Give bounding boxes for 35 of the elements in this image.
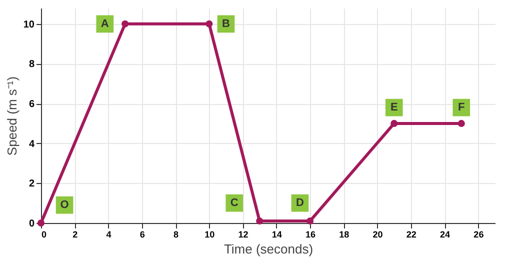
y-tick-label: 2 (28, 178, 35, 190)
point (206, 20, 213, 28)
annotation: D (296, 197, 304, 210)
x-tick-label: 24 (440, 230, 450, 240)
x-tick-label: 4 (106, 230, 112, 240)
point (306, 217, 314, 225)
x-tick-label: 2 (72, 230, 78, 240)
y-tick-label: 0 (28, 218, 35, 230)
y-tick-label: 4 (28, 138, 35, 150)
x-tick-label: 18 (339, 230, 350, 240)
x-tick-label: 6 (140, 230, 145, 240)
x-tick-label: 22 (406, 230, 416, 240)
annotation: O (60, 199, 70, 212)
x-tick-label: 26 (474, 230, 484, 240)
x-tick-label: 0 (42, 230, 47, 240)
x-tick-label: 8 (174, 230, 179, 240)
annotation: C (230, 197, 238, 210)
y-axis-title: Speed (m s⁻¹) (4, 76, 20, 156)
point (458, 120, 465, 127)
annotation: E (390, 102, 398, 114)
annotation: A (100, 18, 109, 30)
point (122, 20, 129, 28)
y-tick-label: 8 (28, 59, 35, 70)
y-tick-label: 10 (23, 19, 35, 30)
annotation: B (222, 18, 230, 30)
x-axis-title: Time (seconds) (224, 242, 314, 256)
x-tick-label: 10 (204, 230, 215, 240)
point (256, 217, 264, 225)
x-tick-label: 20 (372, 230, 383, 240)
x-tick-label: 16 (306, 230, 316, 240)
x-tick-label: 14 (272, 230, 282, 240)
y-tick-label: 6 (28, 99, 35, 110)
annotation: F (458, 102, 466, 114)
x-tick-label: 12 (238, 230, 248, 240)
point (390, 120, 398, 127)
